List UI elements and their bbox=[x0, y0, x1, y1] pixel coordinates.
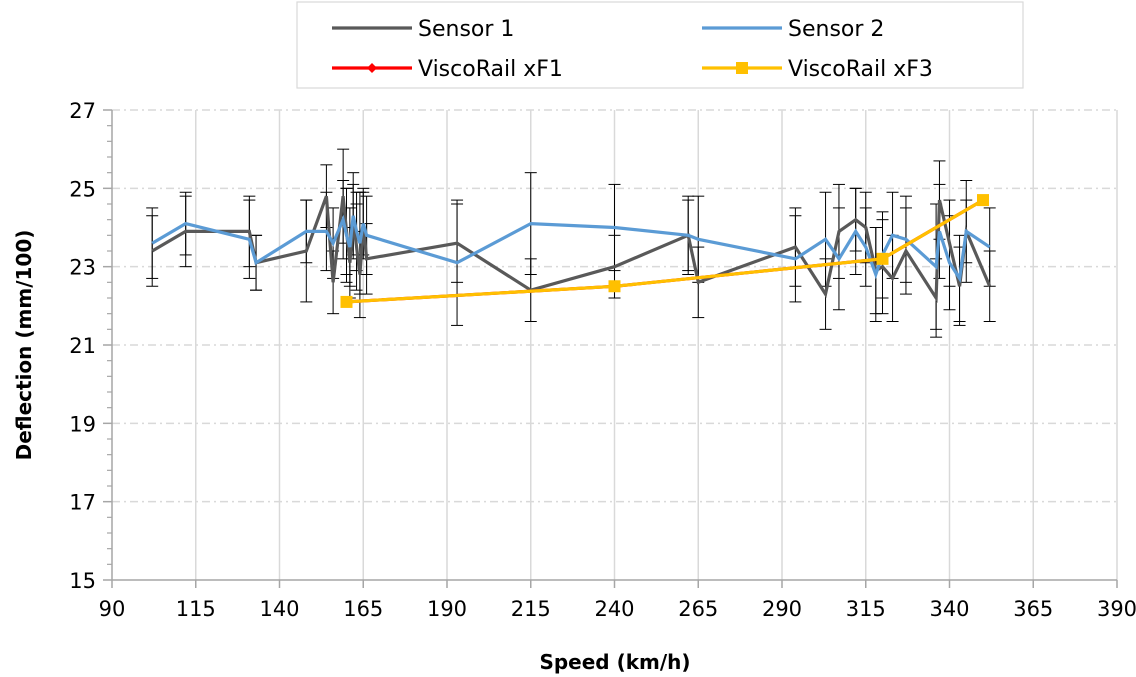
y-tick-label: 15 bbox=[69, 569, 96, 593]
series-markers bbox=[340, 194, 989, 308]
viscorail-xf1-line bbox=[346, 198, 984, 304]
viscorail-xf3-point bbox=[977, 194, 989, 207]
y-tick-label: 17 bbox=[69, 491, 96, 515]
y-tick-label: 27 bbox=[69, 99, 96, 123]
y-tick-label: 23 bbox=[69, 256, 96, 280]
y-tick-label: 25 bbox=[69, 177, 96, 201]
x-tick-label: 190 bbox=[427, 597, 467, 621]
x-tick-label: 140 bbox=[259, 597, 299, 621]
x-tick-label: 240 bbox=[594, 597, 634, 621]
viscorail-xf3-point bbox=[876, 252, 889, 265]
tick-labels: 15 17 19 21 23 25 27 90 115 140 165 190 215 240 265 290… bbox=[69, 99, 1136, 621]
legend-label-viscorail-xf3: ViscoRail xF3 bbox=[788, 57, 933, 82]
x-tick-label: 340 bbox=[929, 597, 969, 621]
sensor-1-line bbox=[151, 195, 992, 304]
legend: Sensor 1 Sensor 2 ViscoRail xF1 ViscoRail x… bbox=[296, 1, 1024, 89]
series-lines bbox=[151, 195, 992, 304]
legend-label-sensor-1: Sensor 1 bbox=[418, 17, 514, 42]
viscorail-xf3-point bbox=[340, 295, 353, 308]
x-tick-label: 365 bbox=[1013, 597, 1053, 621]
viscorail-xf3-line bbox=[346, 198, 984, 304]
legend-label-viscorail-xf1: ViscoRail xF1 bbox=[418, 57, 563, 82]
x-tick-label: 215 bbox=[511, 597, 551, 621]
viscorail-xf3-point bbox=[608, 280, 621, 293]
tick-marks bbox=[103, 109, 1118, 588]
sensor-2-line bbox=[151, 214, 991, 283]
legend-box bbox=[296, 1, 1024, 89]
y-axis-title: Deflection (mm/100) bbox=[12, 230, 36, 461]
x-tick-label: 165 bbox=[343, 597, 383, 621]
x-tick-label: 265 bbox=[678, 597, 718, 621]
x-tick-label: 90 bbox=[99, 597, 126, 621]
legend-label-sensor-2: Sensor 2 bbox=[788, 17, 884, 42]
x-tick-label: 315 bbox=[846, 597, 886, 621]
legend-marker-viscorail-xf3 bbox=[736, 62, 748, 74]
y-tick-label: 21 bbox=[69, 334, 96, 358]
x-tick-label: 290 bbox=[762, 597, 802, 621]
y-tick-label: 19 bbox=[69, 412, 96, 436]
x-tick-label: 390 bbox=[1097, 597, 1136, 621]
x-axis-title: Speed (km/h) bbox=[539, 650, 690, 674]
legend-marker-viscorail-xf1 bbox=[367, 63, 377, 73]
x-tick-label: 115 bbox=[176, 597, 216, 621]
